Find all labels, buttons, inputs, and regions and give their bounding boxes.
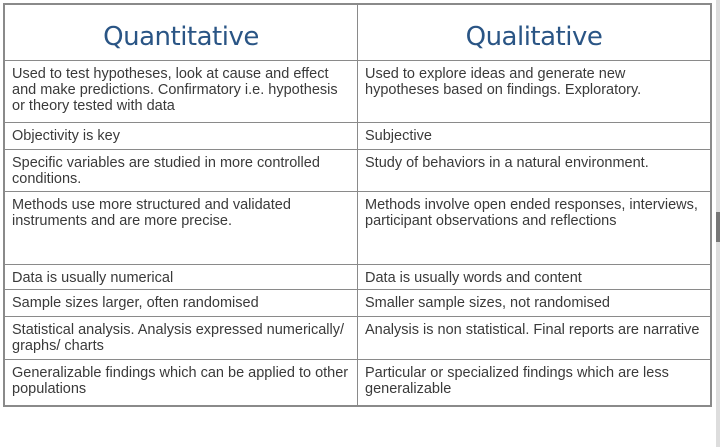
table-row: Used to test hypotheses, look at cause a…: [3, 60, 712, 123]
qualitative-cell: Particular or specialized findings which…: [357, 359, 712, 406]
table-row: Statistical analysis. Analysis expressed…: [3, 316, 712, 360]
header-quantitative: Quantitative: [3, 3, 358, 61]
quantitative-cell: Statistical analysis. Analysis expressed…: [3, 316, 358, 360]
table-row: Data is usually numerical Data is usually…: [3, 264, 712, 290]
header-qualitative: Qualitative: [357, 3, 712, 61]
table-row: Methods use more structured and validate…: [3, 191, 712, 265]
quantitative-cell: Sample sizes larger, often randomised: [3, 289, 358, 317]
table-row: Specific variables are studied in more c…: [3, 149, 712, 192]
qualitative-cell: Subjective: [357, 122, 712, 150]
scrollbar-thumb[interactable]: [716, 212, 720, 242]
qualitative-cell: Smaller sample sizes, not randomised: [357, 289, 712, 317]
header-row: Quantitative Qualitative: [3, 3, 712, 61]
quantitative-cell: Objectivity is key: [3, 122, 358, 150]
qualitative-cell: Used to explore ideas and generate new h…: [357, 60, 712, 123]
comparison-table: Quantitative Qualitative Used to test hy…: [3, 3, 712, 407]
table-row: Objectivity is key Subjective: [3, 122, 712, 150]
table-row: Generalizable findings which can be appl…: [3, 359, 712, 406]
quantitative-cell: Methods use more structured and validate…: [3, 191, 358, 265]
quantitative-cell: Generalizable findings which can be appl…: [3, 359, 358, 406]
qualitative-cell: Study of behaviors in a natural environm…: [357, 149, 712, 192]
qualitative-cell: Analysis is non statistical. Final repor…: [357, 316, 712, 360]
table-row: Sample sizes larger, often randomised Sma…: [3, 289, 712, 317]
quantitative-cell: Used to test hypotheses, look at cause a…: [3, 60, 358, 123]
quantitative-cell: Specific variables are studied in more c…: [3, 149, 358, 192]
qualitative-cell: Methods involve open ended responses, in…: [357, 191, 712, 265]
quantitative-cell: Data is usually numerical: [3, 264, 358, 290]
qualitative-cell: Data is usually words and content: [357, 264, 712, 290]
